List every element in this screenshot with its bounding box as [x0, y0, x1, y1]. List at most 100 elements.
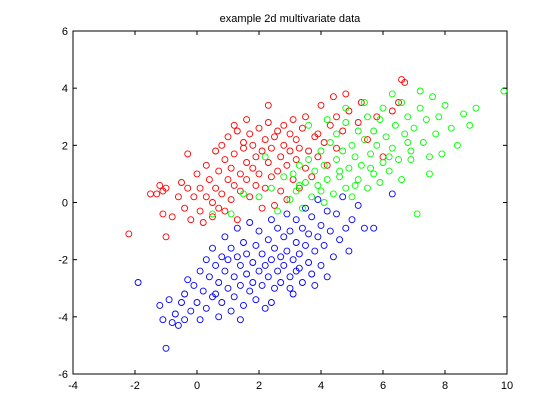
data-point [339, 193, 347, 201]
data-point [388, 107, 396, 115]
data-point [339, 147, 347, 155]
data-point [286, 273, 294, 281]
data-point [218, 253, 226, 261]
data-point [249, 259, 257, 266]
data-point [320, 161, 328, 169]
data-point [404, 139, 412, 146]
data-point [317, 187, 325, 195]
data-point [174, 321, 182, 329]
data-point [342, 90, 350, 98]
data-point [190, 193, 198, 201]
data-point [134, 279, 142, 286]
data-point [354, 127, 362, 135]
data-point [422, 116, 430, 124]
data-point [162, 344, 170, 352]
data-point [202, 161, 210, 169]
data-point [298, 279, 306, 286]
chart-title: example 2d multivariate data [220, 13, 362, 25]
data-point [243, 159, 251, 166]
data-point [261, 136, 269, 144]
series-1 [209, 87, 508, 218]
data-point [264, 273, 272, 281]
data-point [379, 104, 387, 112]
data-point [181, 290, 189, 298]
data-point [323, 116, 331, 124]
data-point [255, 124, 263, 132]
data-point [289, 170, 297, 178]
data-point [407, 147, 415, 155]
data-point [336, 167, 344, 175]
data-point [370, 224, 378, 232]
data-point [227, 164, 235, 172]
data-point [289, 290, 297, 298]
data-point [218, 190, 226, 198]
data-point [342, 224, 350, 232]
data-point [320, 199, 328, 206]
data-point [311, 247, 319, 255]
data-point [441, 101, 449, 109]
data-point [404, 113, 412, 121]
data-point [426, 170, 433, 178]
data-point [317, 221, 325, 229]
data-point [388, 144, 396, 152]
data-point [472, 104, 480, 112]
data-point [243, 250, 251, 258]
data-point [243, 270, 251, 278]
data-point [333, 210, 340, 218]
x-tick-label: 8 [442, 380, 448, 392]
data-point [416, 87, 424, 95]
data-point [401, 130, 409, 138]
data-point [227, 210, 235, 218]
data-point [258, 250, 266, 258]
data-point [212, 184, 220, 192]
data-point [385, 167, 393, 175]
data-point [246, 219, 254, 226]
series-2 [134, 190, 396, 352]
data-point [221, 156, 229, 164]
data-point [280, 173, 288, 181]
data-point [286, 196, 294, 204]
data-point [159, 210, 167, 218]
data-point [243, 176, 251, 184]
data-point [298, 204, 306, 212]
data-point [289, 116, 297, 124]
data-point [209, 199, 216, 206]
data-point [243, 116, 251, 124]
data-point [230, 181, 238, 189]
data-point [305, 156, 313, 164]
data-point [317, 261, 325, 269]
data-point [184, 276, 192, 284]
data-point [289, 256, 297, 264]
data-point [354, 119, 362, 126]
data-point [227, 307, 235, 315]
data-point [267, 184, 275, 192]
data-point [286, 147, 294, 155]
y-tick-label: -6 [58, 369, 68, 381]
data-point [317, 147, 325, 155]
data-point [329, 253, 337, 261]
data-point [351, 181, 359, 189]
data-point [345, 247, 353, 255]
data-point [255, 267, 263, 275]
data-point [249, 164, 257, 172]
data-point [302, 241, 309, 249]
data-point [280, 141, 288, 149]
data-point [360, 224, 368, 232]
data-point [295, 250, 303, 258]
data-point [233, 253, 241, 261]
x-tick-label: -2 [130, 380, 140, 392]
data-point [388, 190, 396, 198]
data-point [240, 139, 247, 146]
data-point [240, 190, 247, 198]
data-point [419, 139, 427, 146]
data-point [364, 136, 371, 144]
data-point [286, 130, 294, 138]
data-point [329, 190, 337, 198]
y-tick-label: 0 [62, 198, 68, 210]
data-point [295, 161, 303, 169]
data-point [267, 256, 275, 264]
data-point [354, 176, 362, 184]
data-point [215, 204, 223, 212]
data-point [280, 121, 288, 129]
